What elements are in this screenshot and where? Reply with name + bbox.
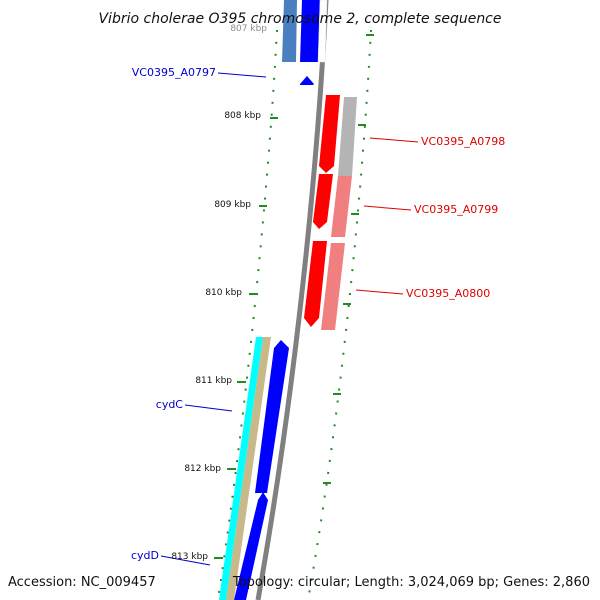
- tick-label: 810 kbp: [205, 288, 242, 298]
- left-tick-marks: [214, 117, 278, 559]
- gene-vc0395-a0798-gray: [338, 97, 357, 176]
- gene-cydd[interactable]: [234, 492, 268, 600]
- gene-vc0395-a0799[interactable]: [313, 174, 333, 229]
- gene-cydc[interactable]: [255, 340, 289, 493]
- map-title: Vibrio cholerae O395 chromosome 2, compl…: [98, 11, 501, 27]
- tick-label: 811 kbp: [195, 376, 232, 386]
- tick-label: 809 kbp: [214, 200, 251, 210]
- accession-text: Accession: NC_009457: [8, 575, 156, 590]
- cyan-feature: [219, 337, 263, 600]
- right-dotted-ring: [307, 29, 372, 600]
- label-leaders: [160, 72, 419, 566]
- gene-vc0395-a0797[interactable]: [300, 76, 314, 85]
- tan-feature: [226, 337, 271, 600]
- tick-label: 812 kbp: [184, 464, 221, 474]
- tick-label: 807 kbp: [230, 24, 267, 34]
- right-tick-marks: [323, 34, 374, 484]
- genome-summary-text: Topology: circular; Length: 3,024,069 bp…: [232, 575, 590, 590]
- gene-label-vc0395-a0798[interactable]: VC0395_A0798: [421, 135, 505, 148]
- chromosome-backbone: [255, 0, 329, 600]
- gene-label-cydd[interactable]: cydD: [131, 549, 159, 562]
- gene-label-cydc[interactable]: cydC: [156, 398, 184, 411]
- gene-vc0395-a0800[interactable]: [304, 241, 327, 327]
- tick-label: 813 kbp: [171, 552, 208, 562]
- gene-label-vc0395-a0800[interactable]: VC0395_A0800: [406, 287, 490, 300]
- gene-vc0395-a0799-light: [331, 176, 352, 237]
- gene-vc0395-a0800-light: [321, 243, 345, 330]
- left-dotted-ring: [217, 29, 278, 600]
- gene-label-vc0395-a0797[interactable]: VC0395_A0797: [132, 66, 216, 79]
- gene-label-vc0395-a0799[interactable]: VC0395_A0799: [414, 203, 498, 216]
- top-forward-genes: [282, 0, 328, 63]
- gene-vc0395-a0798[interactable]: [319, 95, 340, 173]
- tick-label: 808 kbp: [224, 111, 261, 121]
